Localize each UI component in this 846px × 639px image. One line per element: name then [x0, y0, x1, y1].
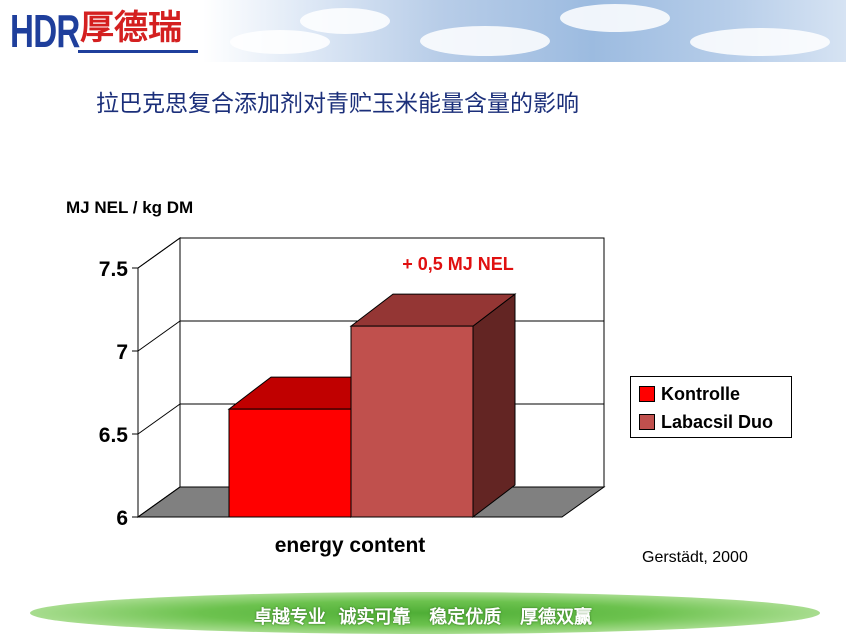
logo-latin: HDR: [10, 5, 80, 57]
page-title: 拉巴克思复合添加剂对青贮玉米能量含量的影响: [96, 91, 579, 117]
legend-swatch-labacsil: [639, 414, 655, 430]
y-tick-label: 7.5: [99, 258, 129, 281]
legend-swatch-kontrolle: [639, 386, 655, 402]
bar-1: [350, 325, 474, 518]
gridline-side: [137, 320, 181, 352]
chart-legend: Kontrolle Labacsil Duo: [630, 376, 792, 438]
cloud-decoration: [420, 26, 550, 56]
legend-item-labacsil: Labacsil Duo: [639, 411, 773, 433]
gridline-side: [137, 403, 181, 435]
x-category-label: energy content: [275, 534, 426, 557]
y-axis-label: MJ NEL / kg DM: [66, 198, 194, 217]
bar-0: [228, 408, 352, 518]
y-tick-label: 6: [116, 507, 128, 530]
logo-underline: [78, 50, 198, 53]
source-citation: Gerstädt, 2000: [642, 549, 748, 566]
y-tick-label: 6.5: [99, 424, 129, 447]
footer-slogan: 卓越专业 诚实可靠 稳定优质 厚德双赢: [253, 607, 593, 628]
cloud-decoration: [690, 28, 830, 56]
legend-label-kontrolle: Kontrolle: [661, 383, 740, 404]
legend-label-labacsil: Labacsil Duo: [661, 411, 774, 432]
gridline-side: [137, 486, 181, 518]
y-tick-label: 7: [116, 341, 128, 364]
gridline-side: [137, 237, 181, 269]
annotation-label: + 0,5 MJ NEL: [402, 254, 514, 274]
cloud-decoration: [300, 8, 390, 34]
cloud-decoration: [560, 4, 670, 32]
logo-chinese: 厚德瑞: [80, 8, 182, 48]
chart-side-wall: [137, 237, 181, 518]
bar-side-1: [472, 293, 516, 519]
legend-item-kontrolle: Kontrolle: [639, 383, 740, 405]
footer-banner: [30, 592, 820, 634]
cloud-decoration: [230, 30, 330, 54]
